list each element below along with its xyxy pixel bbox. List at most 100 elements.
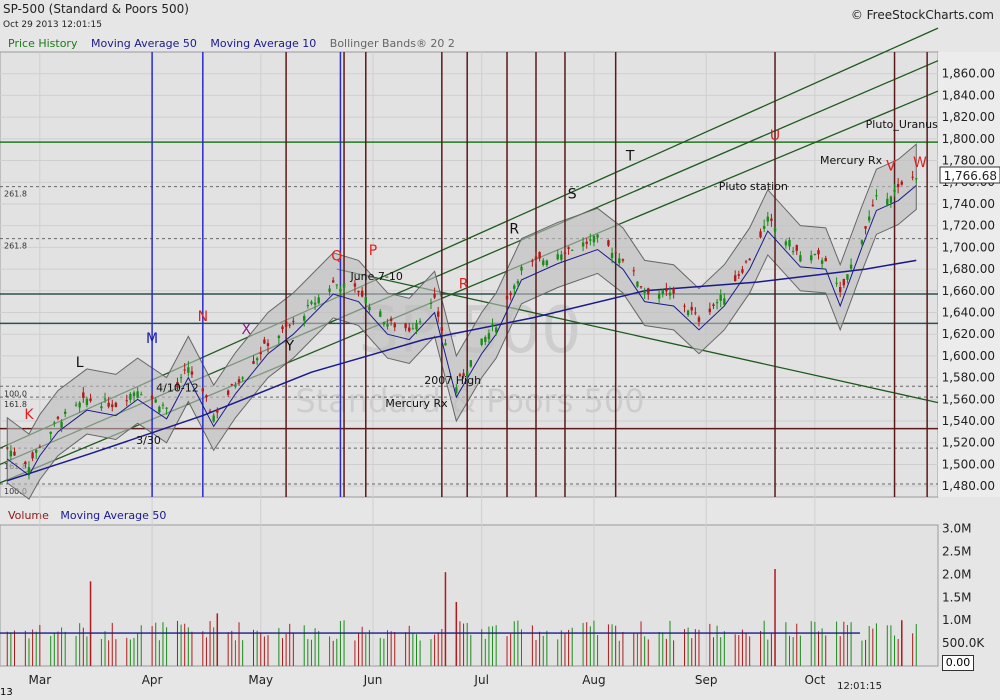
candle-body xyxy=(303,315,306,321)
candle-body xyxy=(277,335,281,339)
channel-line xyxy=(0,60,939,466)
candle-body xyxy=(60,421,63,428)
candle-body xyxy=(820,260,824,264)
candle-body xyxy=(125,400,128,402)
candle-body xyxy=(429,303,433,305)
price-tick-label: 1,760.00 xyxy=(942,175,995,189)
candle-body xyxy=(896,184,900,188)
candle-body xyxy=(733,275,737,282)
footer-year: 13 xyxy=(0,687,13,698)
candle-body xyxy=(437,311,440,317)
candle-body xyxy=(6,447,9,449)
candle-body xyxy=(513,285,516,289)
fib-label: 161.8 xyxy=(4,400,27,409)
volume-tick-label: 500.0K xyxy=(942,636,985,650)
candle-body xyxy=(469,360,473,367)
candle-body xyxy=(773,228,777,232)
candle-body xyxy=(571,249,574,251)
candle-body xyxy=(563,252,567,254)
candle-body xyxy=(284,321,288,328)
candle-body xyxy=(111,404,114,408)
candle-body xyxy=(404,323,407,329)
candle-body xyxy=(455,387,458,393)
candle-body xyxy=(89,398,92,401)
candle-body xyxy=(911,176,914,178)
watermark-name: Standard & Poors 500 xyxy=(295,382,644,420)
candle-body xyxy=(556,254,559,260)
candle-body xyxy=(737,274,741,276)
indicator-ma50[interactable]: Moving Average 50 xyxy=(90,37,197,50)
candle-body xyxy=(770,218,773,221)
channel-line xyxy=(0,27,939,449)
candle-body xyxy=(212,415,215,422)
candle-body xyxy=(364,297,367,304)
candle-body xyxy=(368,306,371,311)
indicator-ma10[interactable]: Moving Average 10 xyxy=(210,37,317,50)
indicator-bollinger[interactable]: Bollinger Bands® 20 2 xyxy=(329,37,455,50)
candle-body xyxy=(621,259,625,261)
candle-body xyxy=(618,258,621,264)
candle-body xyxy=(491,324,494,327)
chart-annotation: L xyxy=(76,355,84,371)
candle-body xyxy=(864,226,867,229)
candle-body xyxy=(810,255,813,261)
chart-annotation: V xyxy=(886,158,896,174)
footer-time: 12:01:15 xyxy=(837,681,882,692)
candle-body xyxy=(31,452,34,459)
month-tick-label: May xyxy=(248,673,273,687)
month-tick-label: Mar xyxy=(29,673,52,687)
candle-body xyxy=(382,322,386,325)
price-tick-label: 1,540.00 xyxy=(942,414,995,428)
candle-body xyxy=(49,431,52,434)
candle-body xyxy=(708,308,712,313)
candle-body xyxy=(103,398,107,400)
candle-body xyxy=(719,294,722,301)
bollinger-band xyxy=(6,143,917,500)
candle-body xyxy=(686,310,690,316)
candle-body xyxy=(462,373,465,377)
candle-body xyxy=(545,260,549,266)
candle-body xyxy=(484,337,487,342)
candle-body xyxy=(165,407,168,409)
candle-body xyxy=(683,305,686,307)
candle-body xyxy=(85,398,89,406)
price-tick-label: 1,580.00 xyxy=(942,371,995,385)
indicator-price-history[interactable]: Price History xyxy=(8,37,78,50)
copyright: © FreeStockCharts.com xyxy=(850,8,994,22)
fib-label: 100.0 xyxy=(4,389,27,398)
candle-body xyxy=(494,327,498,333)
chart-title: SP-500 (Standard & Poors 500) xyxy=(3,2,189,16)
price-tick-label: 1,560.00 xyxy=(942,392,995,406)
candle-body xyxy=(487,333,491,340)
candle-body xyxy=(741,269,744,273)
candle-body xyxy=(759,231,762,238)
candle-body xyxy=(216,409,219,413)
price-tick-label: 1,520.00 xyxy=(942,436,995,450)
chart-annotation: S xyxy=(568,187,577,203)
candle-body xyxy=(636,281,639,287)
chart-annotation: Mercury Rx xyxy=(385,397,448,410)
chart-annotation: N xyxy=(198,309,208,325)
candle-body xyxy=(643,292,646,294)
fib-label: 161.8 xyxy=(4,462,27,471)
price-tick-label: 1,640.00 xyxy=(942,305,995,319)
price-tick-label: 1,720.00 xyxy=(942,219,995,233)
candle-body xyxy=(386,324,389,327)
candle-body xyxy=(915,178,918,180)
month-tick-label: Jul xyxy=(473,673,488,687)
price-tick-label: 1,860.00 xyxy=(942,67,995,81)
candle-body xyxy=(458,374,462,376)
indicator-volume-ma50[interactable]: Moving Average 50 xyxy=(60,509,167,522)
candle-body xyxy=(788,240,791,247)
candle-body xyxy=(849,264,853,269)
price-axis-bg xyxy=(938,52,1000,497)
candle-body xyxy=(665,287,668,292)
candle-body xyxy=(154,399,157,403)
candle-body xyxy=(465,371,469,376)
candle-body xyxy=(38,446,42,448)
chart-annotation: T xyxy=(625,149,635,165)
candle-body xyxy=(509,292,512,296)
indicator-volume[interactable]: Volume xyxy=(8,509,49,522)
volume-tick-label: 3.0M xyxy=(942,522,971,536)
